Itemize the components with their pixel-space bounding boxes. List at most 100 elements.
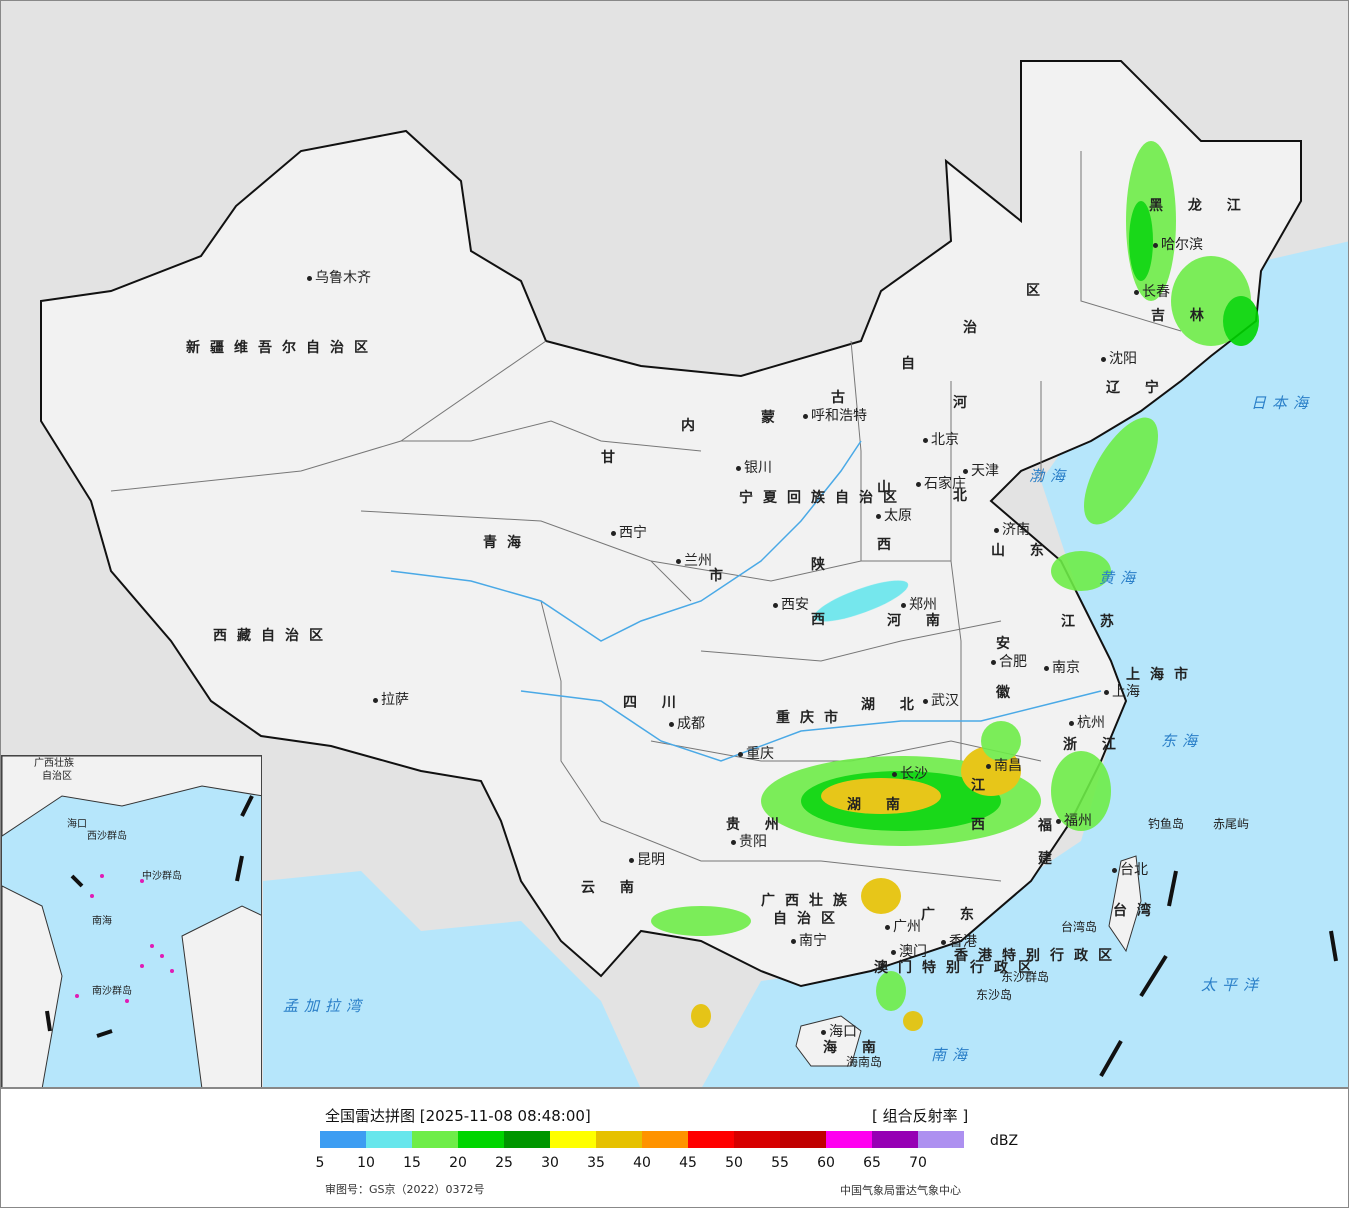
island-label: 台湾岛: [1061, 920, 1098, 934]
scale-tick-label: 65: [863, 1155, 881, 1171]
province-label: 山 东: [991, 543, 1054, 559]
city-label: 福州: [1056, 814, 1092, 828]
province-label: 上海市: [1126, 667, 1198, 683]
color-swatch: [366, 1131, 412, 1148]
province-label: 浙 江: [1063, 737, 1126, 753]
island-label: 东沙群岛: [1001, 970, 1050, 984]
province-label: 市: [709, 568, 733, 584]
city-label: 广州: [885, 920, 921, 934]
sea-label: 日本海: [1251, 394, 1315, 412]
color-swatch: [872, 1131, 918, 1148]
city-label: 海口: [821, 1025, 857, 1039]
city-label: 上海: [1104, 685, 1140, 699]
province-label: 新疆维吾尔自治区: [186, 340, 378, 356]
inset-label: 南海: [92, 916, 112, 927]
province-label: 北: [953, 488, 977, 504]
color-swatch: [918, 1131, 964, 1148]
color-swatch: [826, 1131, 872, 1148]
province-label: 吉 林: [1151, 308, 1214, 324]
inset-label: 广西壮族: [34, 758, 74, 769]
city-label: 石家庄: [916, 477, 966, 491]
map-canvas: [40, 60, 1348, 1087]
province-label: 湖 南: [847, 797, 910, 813]
city-label: 昆明: [629, 853, 665, 867]
scale-tick-label: 20: [449, 1155, 467, 1171]
city-label: 南宁: [791, 934, 827, 948]
city-label: 长沙: [892, 767, 928, 781]
taiwan-island: [1108, 855, 1142, 953]
province-label: 青海: [483, 535, 531, 551]
island-label: 钓鱼岛: [1148, 817, 1185, 831]
legend-product-type: [ 组合反射率 ]: [872, 1107, 969, 1125]
color-scale-bar: [320, 1131, 964, 1148]
city-label: 成都: [669, 717, 705, 731]
scale-tick-label: 10: [357, 1155, 375, 1171]
province-label: 广 东: [921, 907, 984, 923]
city-label: 西宁: [611, 526, 647, 540]
color-swatch: [320, 1131, 366, 1148]
color-swatch: [596, 1131, 642, 1148]
province-label: 云 南: [581, 880, 644, 896]
island-label: 海南岛: [846, 1055, 883, 1069]
province-label: 内: [681, 418, 705, 434]
province-label: 黑 龙 江: [1149, 198, 1251, 214]
scale-tick-label: 60: [817, 1155, 835, 1171]
province-label: 海 南: [823, 1040, 886, 1056]
scale-tick-label: 45: [679, 1155, 697, 1171]
province-label: 西藏自治区: [213, 628, 333, 644]
inset-label: 中沙群岛: [142, 871, 182, 882]
color-swatch: [734, 1131, 780, 1148]
sea-label: 太平洋: [1201, 976, 1265, 994]
sea-area: [702, 241, 1348, 1087]
city-label: 合肥: [991, 655, 1027, 669]
color-swatch: [504, 1131, 550, 1148]
city-label: 乌鲁木齐: [307, 271, 371, 285]
color-swatch: [780, 1131, 826, 1148]
province-label: 陕: [811, 557, 835, 573]
scale-tick-label: 15: [403, 1155, 421, 1171]
province-label: 广西壮族: [761, 893, 857, 909]
city-label: 郑州: [901, 598, 937, 612]
province-label: 福: [1038, 818, 1062, 834]
city-label: 呼和浩特: [803, 409, 867, 423]
province-label: 四 川: [623, 695, 686, 711]
sea-label: 孟加拉湾: [283, 997, 368, 1015]
province-label: 古: [831, 390, 855, 406]
legend-title: 全国雷达拼图 [2025-11-08 08:48:00]: [325, 1107, 591, 1125]
island-label: 东沙岛: [976, 988, 1013, 1002]
color-swatch: [642, 1131, 688, 1148]
province-label: 徽: [996, 685, 1020, 701]
south-china-sea-inset: 广西壮族 自治区 南海 中沙群岛 西沙群岛 南沙群岛 海口: [1, 755, 262, 1087]
map-review-number: 审图号：GS京（2022）0372号: [325, 1183, 485, 1196]
province-label: 台湾: [1113, 903, 1161, 919]
radar-map[interactable]: 广西壮族 自治区 南海 中沙群岛 西沙群岛 南沙群岛 海口 新疆维吾尔自治区 西藏自治区 青海甘…: [0, 0, 1349, 1088]
scale-tick-label: 5: [315, 1155, 325, 1171]
province-label: 湖 北: [861, 697, 924, 713]
province-label: 江: [971, 778, 995, 794]
province-label: 宁夏回族自治区: [739, 490, 907, 506]
city-label: 南昌: [986, 759, 1022, 773]
city-label: 沈阳: [1101, 352, 1137, 366]
province-borders: [110, 151, 1182, 882]
city-label: 澳门: [891, 945, 927, 959]
maritime-boundary: [1099, 870, 1338, 1077]
scale-tick-label: 35: [587, 1155, 605, 1171]
province-label: 自治区: [773, 911, 845, 927]
province-label: 辽 宁: [1106, 380, 1169, 396]
scale-tick-label: 25: [495, 1155, 513, 1171]
province-label: 区: [1026, 283, 1050, 299]
sea-label: 南海: [931, 1046, 974, 1064]
province-label: 西: [971, 817, 995, 833]
city-label: 杭州: [1069, 716, 1105, 730]
province-label: 自: [901, 356, 925, 372]
province-label: 贵 州: [726, 817, 789, 833]
province-label: 重庆市: [776, 710, 848, 726]
city-label: 哈尔滨: [1153, 238, 1203, 252]
color-swatch: [412, 1131, 458, 1148]
island-label: 赤尾屿: [1213, 817, 1250, 831]
legend-unit: dBZ: [990, 1133, 1019, 1149]
province-label: 河 南: [887, 613, 950, 629]
inset-label: 南沙群岛: [92, 986, 132, 997]
scale-tick-label: 50: [725, 1155, 743, 1171]
city-label: 天津: [963, 464, 999, 478]
